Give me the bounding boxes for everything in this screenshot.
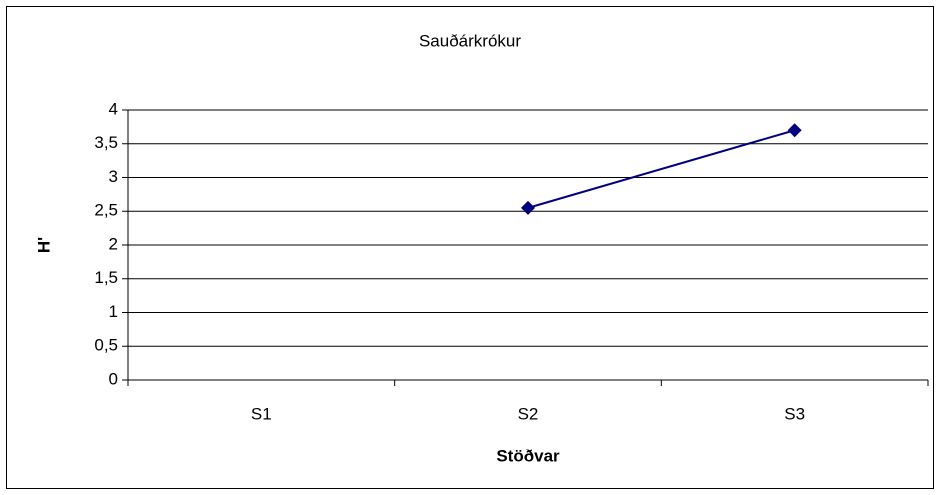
x-tick-label: S2 bbox=[518, 404, 539, 423]
marker bbox=[787, 123, 802, 138]
x-axis-label: Stöðvar bbox=[496, 446, 560, 465]
y-tick-label: 2 bbox=[109, 234, 118, 253]
y-axis-label: H' bbox=[34, 237, 53, 253]
y-tick-label: 2,5 bbox=[94, 201, 118, 220]
y-tick-label: 0,5 bbox=[94, 336, 118, 355]
y-tick-label: 4 bbox=[109, 99, 118, 118]
chart-border bbox=[6, 6, 934, 489]
x-tick-label: S1 bbox=[251, 404, 272, 423]
y-tick-label: 1 bbox=[109, 302, 118, 321]
y-tick-label: 1,5 bbox=[94, 268, 118, 287]
marker bbox=[521, 200, 535, 215]
y-tick-label: 3 bbox=[109, 167, 118, 186]
x-tick-label: S3 bbox=[784, 404, 805, 423]
y-tick-label: 3,5 bbox=[94, 133, 118, 152]
y-tick-label: 0 bbox=[109, 369, 118, 388]
line bbox=[527, 129, 795, 209]
chart-title: Sauðárkrókur bbox=[419, 31, 521, 50]
